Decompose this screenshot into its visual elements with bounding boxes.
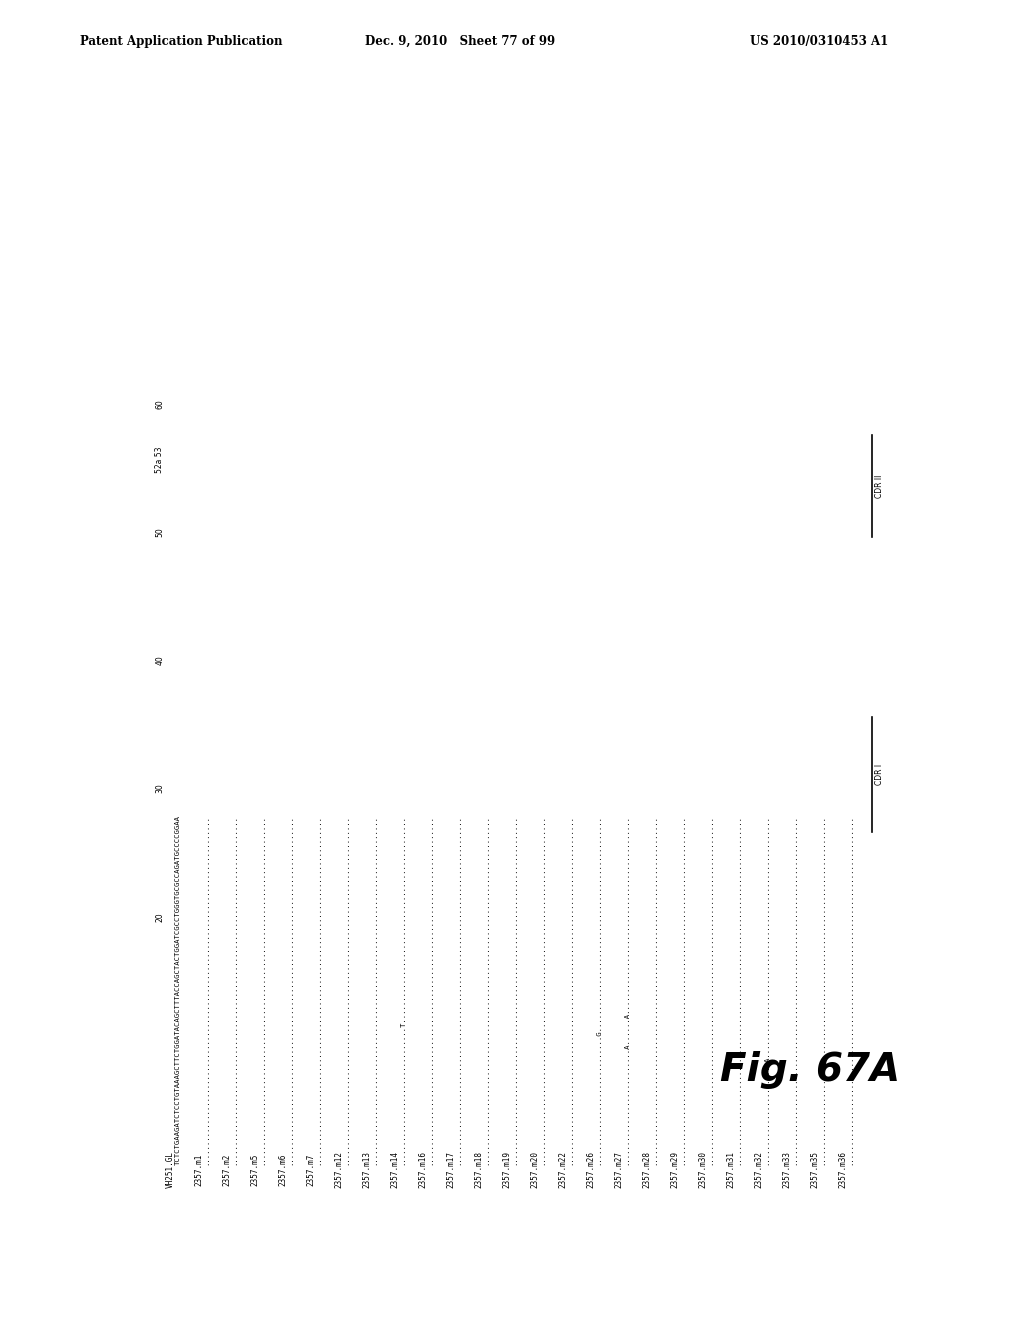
Text: ................................................................................: ........................................… (203, 814, 209, 1166)
Text: 2357.m29: 2357.m29 (670, 1151, 679, 1188)
Text: 2357.m12: 2357.m12 (334, 1151, 343, 1188)
Text: 2357.m1: 2357.m1 (194, 1154, 203, 1187)
Text: 2357.m5: 2357.m5 (250, 1154, 259, 1187)
Text: 2357.m26: 2357.m26 (586, 1151, 595, 1188)
Text: 2357.m36: 2357.m36 (838, 1151, 847, 1188)
Text: Fig. 67A: Fig. 67A (720, 1051, 900, 1089)
Text: Dec. 9, 2010   Sheet 77 of 99: Dec. 9, 2010 Sheet 77 of 99 (365, 36, 555, 48)
Text: 2357.m17: 2357.m17 (446, 1151, 455, 1188)
Text: VH251.GL: VH251.GL (166, 1151, 175, 1188)
Text: 2357.m7: 2357.m7 (306, 1154, 315, 1187)
Text: US 2010/0310453 A1: US 2010/0310453 A1 (750, 36, 888, 48)
Text: ................................T...............................................: ................................T.......… (399, 814, 406, 1166)
Text: ..............................G.................................................: ..............................G.........… (595, 814, 601, 1166)
Text: 2357.m6: 2357.m6 (278, 1154, 287, 1187)
Text: ................................................................................: ........................................… (651, 814, 657, 1166)
Text: CDR II: CDR II (874, 474, 884, 498)
Text: 2357.m16: 2357.m16 (418, 1151, 427, 1188)
Text: ................................................................................: ........................................… (427, 814, 433, 1166)
Text: 2357.m18: 2357.m18 (474, 1151, 483, 1188)
Text: ................................................................................: ........................................… (287, 814, 293, 1166)
Text: 2357.m31: 2357.m31 (726, 1151, 735, 1188)
Text: 2357.m27: 2357.m27 (614, 1151, 623, 1188)
Text: ................................................................................: ........................................… (511, 814, 517, 1166)
Text: ................................................................................: ........................................… (343, 814, 349, 1166)
Text: ................................................................................: ........................................… (259, 814, 265, 1166)
Text: 2357.m30: 2357.m30 (698, 1151, 707, 1188)
Text: Patent Application Publication: Patent Application Publication (80, 36, 283, 48)
Text: ................................................................................: ........................................… (483, 814, 489, 1166)
Text: ................................................................................: ........................................… (791, 814, 797, 1166)
Text: 2357.m35: 2357.m35 (810, 1151, 819, 1188)
Text: ................................................................................: ........................................… (567, 814, 573, 1166)
Text: 60: 60 (156, 400, 165, 409)
Text: 50: 50 (156, 528, 165, 537)
Text: 52a 53: 52a 53 (156, 446, 165, 473)
Text: ...........................A......A.............................................: ...........................A......A.....… (623, 814, 629, 1166)
Text: ................................................................................: ........................................… (707, 814, 713, 1166)
Text: ................................................................................: ........................................… (735, 814, 741, 1166)
Text: ................................................................................: ........................................… (819, 814, 825, 1166)
Text: 2357.m13: 2357.m13 (362, 1151, 371, 1188)
Text: ................................................................................: ........................................… (539, 814, 545, 1166)
Text: TCTCTGAAGATCTCCTGTAAAGCTTCTGGATACAGCTTTACCAGCTACTGGATCGCCTGGGTGCGCCAGATGCCCCGGAA: TCTCTGAAGATCTCCTGTAAAGCTTCTGGATACAGCTTTA… (175, 814, 181, 1166)
Text: 2357.m2: 2357.m2 (222, 1154, 231, 1187)
Text: 2357.m33: 2357.m33 (782, 1151, 791, 1188)
Text: 2357.m22: 2357.m22 (558, 1151, 567, 1188)
Text: ................................................................................: ........................................… (847, 814, 853, 1166)
Text: 2357.m32: 2357.m32 (754, 1151, 763, 1188)
Text: ................................................................................: ........................................… (231, 814, 237, 1166)
Text: 2357.m14: 2357.m14 (390, 1151, 399, 1188)
Text: CDR I: CDR I (874, 764, 884, 785)
Text: ................................................................................: ........................................… (371, 814, 377, 1166)
Text: ................................................................................: ........................................… (315, 814, 321, 1166)
Text: 40: 40 (156, 656, 165, 665)
Text: 2357.m28: 2357.m28 (642, 1151, 651, 1188)
Text: 30: 30 (156, 784, 165, 793)
Text: 2357.m19: 2357.m19 (502, 1151, 511, 1188)
Text: ................................................................................: ........................................… (679, 814, 685, 1166)
Text: ................................................................................: ........................................… (455, 814, 461, 1166)
Text: 2357.m20: 2357.m20 (530, 1151, 539, 1188)
Text: ........................A.......................................................: ........................A...............… (763, 814, 769, 1166)
Text: 20: 20 (156, 912, 165, 921)
